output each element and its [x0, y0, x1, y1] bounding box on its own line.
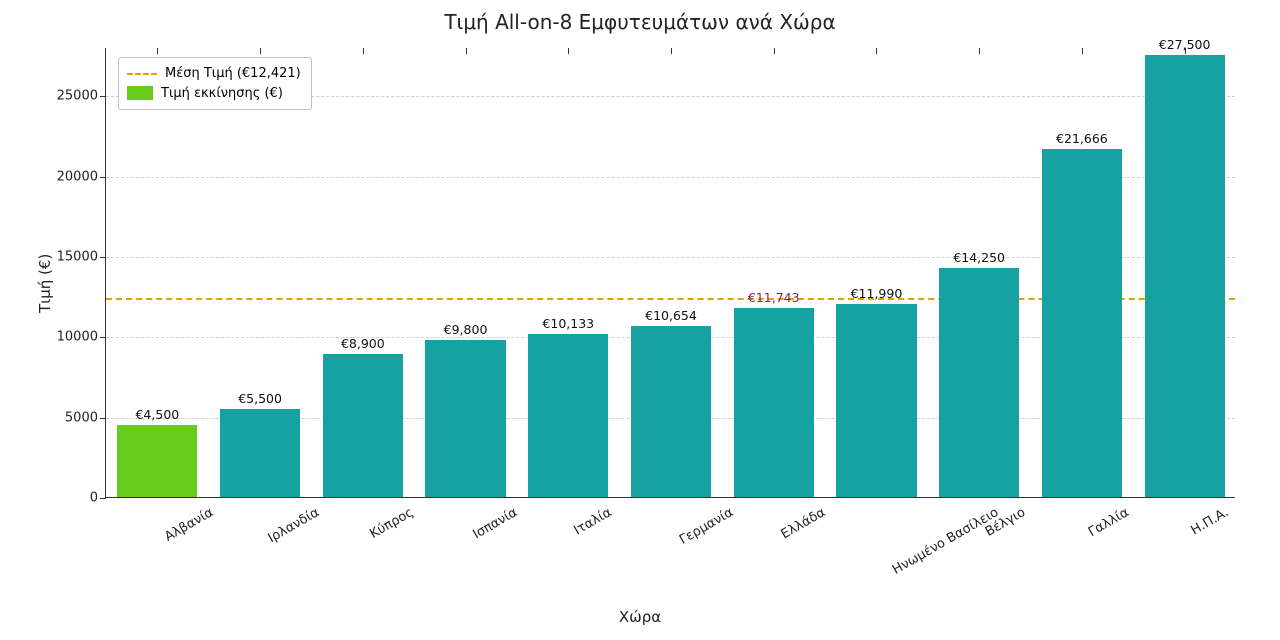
- bar: [117, 425, 197, 497]
- bar: [528, 334, 608, 497]
- xtick-label: Γερμανία: [677, 505, 736, 548]
- xtick-mark: [157, 48, 158, 54]
- xtick-label: Αλβανία: [163, 505, 217, 545]
- bar-value-label: €10,133: [542, 316, 594, 331]
- xtick-mark: [260, 48, 261, 54]
- xtick-mark: [979, 48, 980, 54]
- xtick-mark: [876, 48, 877, 54]
- x-axis-label: Χώρα: [0, 608, 1280, 626]
- legend-item: Μέση Τιμή (€12,421): [127, 64, 301, 84]
- bar: [734, 308, 814, 497]
- bar-value-label: €10,654: [645, 308, 697, 323]
- bar: [220, 409, 300, 497]
- xtick-mark: [363, 48, 364, 54]
- y-axis-label: Τιμή (€): [36, 254, 54, 313]
- xtick-label: Ιταλία: [572, 505, 615, 538]
- plot-area: 0500010000150002000025000€4,500Αλβανία€5…: [105, 48, 1235, 498]
- xtick-label: Κύπρος: [367, 505, 416, 542]
- legend-line-swatch: [127, 73, 157, 75]
- chart-title: Τιμή All-on-8 Εμφυτευμάτων ανά Χώρα: [0, 10, 1280, 34]
- xtick-label: Γαλλία: [1086, 505, 1132, 540]
- bar: [425, 340, 505, 498]
- xtick-label: Ηνωμένο Βασίλειο: [891, 505, 1002, 578]
- bar: [631, 326, 711, 497]
- bar-value-label: €11,743: [748, 290, 800, 305]
- bar: [1042, 149, 1122, 497]
- chart-container: Τιμή All-on-8 Εμφυτευμάτων ανά Χώρα Τιμή…: [0, 0, 1280, 640]
- xtick-mark: [671, 48, 672, 54]
- bar: [323, 354, 403, 497]
- xtick-mark: [1185, 48, 1186, 54]
- bar: [836, 304, 916, 497]
- bar-value-label: €11,990: [851, 286, 903, 301]
- xtick-label: Ιρλανδία: [266, 505, 322, 546]
- bar-value-label: €14,250: [953, 250, 1005, 265]
- xtick-mark: [568, 48, 569, 54]
- bar-value-label: €21,666: [1056, 131, 1108, 146]
- legend-label: Τιμή εκκίνησης (€): [161, 84, 283, 104]
- legend: Μέση Τιμή (€12,421)Τιμή εκκίνησης (€): [118, 57, 312, 110]
- xtick-mark: [774, 48, 775, 54]
- bar-value-label: €4,500: [135, 407, 179, 422]
- ytick-label: 0: [90, 491, 106, 506]
- xtick-label: Ελλάδα: [778, 505, 828, 542]
- bar: [939, 268, 1019, 497]
- xtick-mark: [1082, 48, 1083, 54]
- bar-value-label: €8,900: [341, 336, 385, 351]
- legend-patch-swatch: [127, 86, 153, 100]
- xtick-mark: [466, 48, 467, 54]
- bar-value-label: €5,500: [238, 391, 282, 406]
- bar: [1145, 55, 1225, 497]
- legend-item: Τιμή εκκίνησης (€): [127, 84, 301, 104]
- xtick-label: Ισπανία: [470, 505, 520, 542]
- xtick-label: Η.Π.Α.: [1188, 505, 1231, 538]
- ytick-label: 5000: [65, 410, 106, 425]
- ytick-label: 15000: [57, 249, 106, 264]
- bar-value-label: €9,800: [444, 322, 488, 337]
- legend-label: Μέση Τιμή (€12,421): [165, 64, 301, 84]
- ytick-label: 25000: [57, 89, 106, 104]
- ytick-label: 20000: [57, 169, 106, 184]
- ytick-label: 10000: [57, 330, 106, 345]
